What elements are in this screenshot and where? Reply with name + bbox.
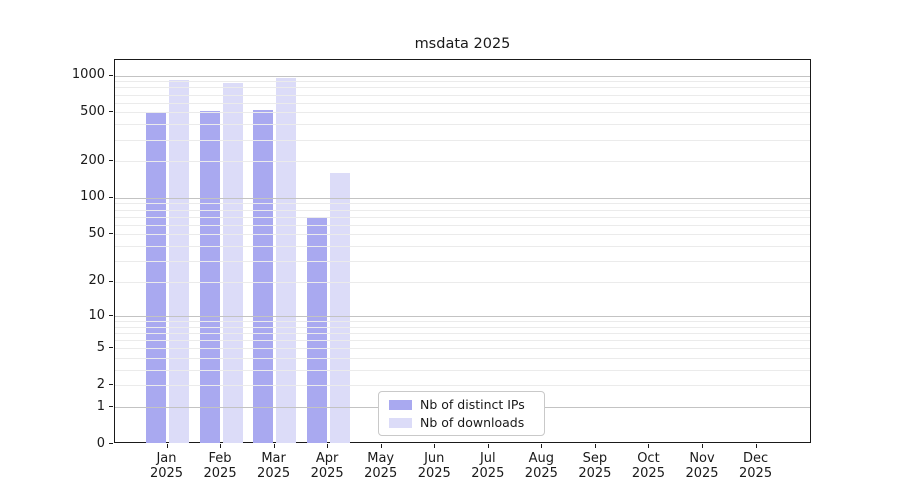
gridline-minor [115,385,810,387]
gridline-minor [115,358,810,360]
gridline-minor [115,326,810,328]
x-tick-label-mar: Mar 2025 [257,451,291,481]
legend-item-downloads: Nb of downloads [379,415,544,430]
y-tick-label: 100 [80,189,105,205]
legend-box: Nb of distinct IPs Nb of downloads [378,391,545,436]
gridline-minor [115,87,810,89]
y-tick [109,384,113,386]
x-tick-label-sep: Sep 2025 [578,451,612,481]
gridline-minor [115,94,810,96]
y-tick [109,196,113,198]
y-tick-label: 20 [88,273,105,289]
bar-distinct-ips-feb [199,110,220,443]
x-tick-label-may: May 2025 [364,451,398,481]
bar-downloads-mar [276,77,297,443]
y-tick-label: 2 [96,376,105,392]
y-tick [109,280,113,282]
gridline-minor [115,203,810,205]
gridline-minor [115,340,810,342]
gridline-minor [115,260,810,262]
y-tick [109,443,113,444]
y-tick-label: 0 [96,435,105,451]
x-tick [487,444,489,448]
legend-label-downloads: Nb of downloads [420,415,525,430]
gridline-minor [115,224,810,226]
gridline-minor [115,245,810,247]
y-tick [109,160,113,162]
gridline-minor [115,281,810,283]
x-tick [327,444,329,448]
gridline-major [115,197,810,199]
y-tick [109,111,113,113]
x-tick [755,444,757,448]
x-tick [541,444,543,448]
gridline-minor [115,216,810,218]
gridline-minor [115,102,810,104]
gridline-major [115,75,810,77]
legend-item-distinct-ips: Nb of distinct IPs [379,397,544,412]
gridline-major [115,316,810,318]
x-tick-label-jul: Jul 2025 [471,451,505,481]
gridline-minor [115,234,810,236]
y-tick-label: 50 [88,225,105,241]
x-tick-label-jun: Jun 2025 [417,451,451,481]
x-tick [434,444,436,448]
y-tick [109,74,113,76]
legend-label-distinct-ips: Nb of distinct IPs [420,397,525,412]
y-tick-label: 200 [80,152,105,168]
bar-downloads-apr [329,172,350,443]
y-tick [109,233,113,235]
x-tick [648,444,650,448]
y-tick-label: 1000 [71,67,105,83]
y-tick [109,315,113,317]
x-tick [273,444,275,448]
gridline-minor [115,348,810,350]
x-tick-label-dec: Dec 2025 [739,451,773,481]
x-tick [166,444,168,448]
gridline-minor [115,333,810,335]
gridline-minor [115,209,810,211]
legend-swatch-distinct-ips [389,399,412,410]
bar-distinct-ips-apr [306,217,327,443]
x-tick [594,444,596,448]
bar-distinct-ips-jan [146,112,166,443]
legend-swatch-downloads [389,417,412,428]
bar-distinct-ips-mar [253,110,274,443]
x-tick [380,444,382,448]
x-tick-label-apr: Apr 2025 [310,451,344,481]
gridline-minor [115,321,810,323]
gridline-minor [115,139,810,141]
y-tick-label: 500 [80,103,105,119]
y-tick [109,406,113,408]
gridline-minor [115,370,810,372]
gridline-minor [115,112,810,114]
x-tick-label-oct: Oct 2025 [631,451,665,481]
gridline-minor [115,124,810,126]
x-tick-label-nov: Nov 2025 [685,451,719,481]
plot-area [114,59,811,443]
x-tick-label-feb: Feb 2025 [203,451,237,481]
gridline-minor [115,81,810,83]
gridline-minor [115,161,810,163]
x-tick [220,444,222,448]
bar-downloads-feb [222,82,243,443]
chart-title: msdata 2025 [414,36,511,52]
y-tick-label: 10 [88,307,105,323]
y-tick [109,347,113,349]
x-tick-label-jan: Jan 2025 [149,451,184,481]
x-tick [702,444,703,448]
x-tick-label-aug: Aug 2025 [524,451,558,481]
y-tick-label: 5 [96,339,105,355]
y-tick-label: 1 [96,398,105,414]
